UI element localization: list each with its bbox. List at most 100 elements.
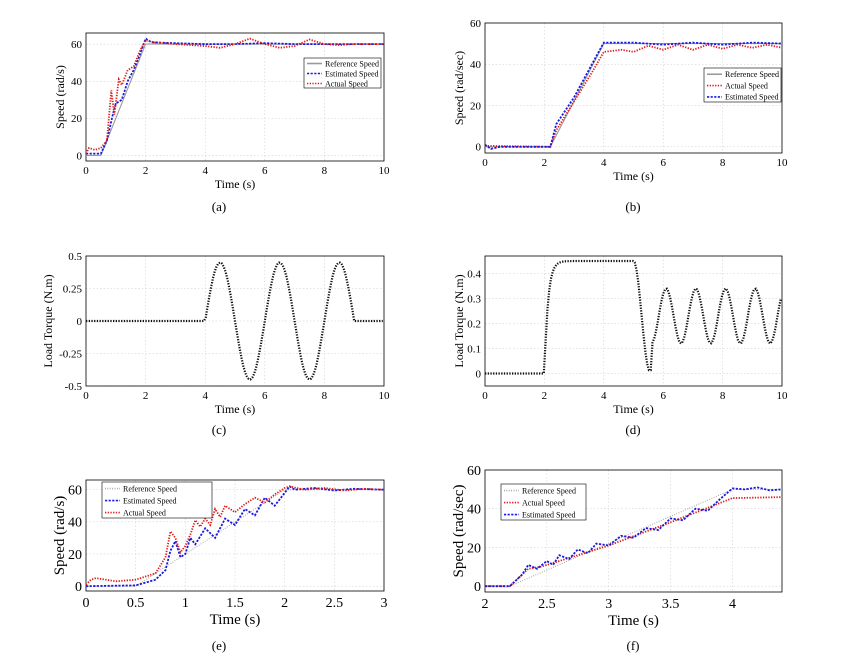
plot-frame [85,32,385,162]
legend: Reference Speed Actual Speed Estimated Spe… [500,483,587,521]
y-tick-label: 0.4 [467,268,481,280]
y-axis-label: Load Torque (N.m) [41,274,55,367]
y-tick-label: 20 [68,548,82,563]
x-tick-label: 0 [83,596,90,611]
legend-entry: Reference Speed [123,484,177,493]
x-tick-label: 4 [601,157,607,169]
x-tick-label: 8 [720,390,726,402]
y-tick-label: 0.1 [467,343,481,355]
y-tick-label: 20 [470,100,482,112]
x-tick-label: 4 [202,165,208,177]
x-tick-label: 2 [542,390,548,402]
legend-entry: Estimated Speed [522,510,576,519]
x-tick-label: 1 [182,596,189,611]
x-tick-label: 4 [729,597,736,612]
y-tick-label: -0.5 [65,381,83,393]
legend-entry: Reference Speed [725,70,779,79]
series-estimated-speed [86,485,384,588]
chart-e: 0 0.5 1 1.5 2 2.5 3 0 20 40 60 Time (s) Speed (rad/s… [52,479,388,653]
panel-caption: (b) [625,199,640,214]
x-tick-label: 1.5 [226,596,244,611]
x-tick-label: 10 [379,390,391,402]
x-tick-label: 6 [660,390,666,402]
y-axis-label: Speed (rad/sec) [451,485,467,578]
panel-caption: (a) [212,199,226,214]
y-axis-label: Speed (rad/sec) [452,51,466,125]
x-axis-label: Time (s) [215,177,256,191]
plot-frame [484,469,783,593]
y-tick-label: 60 [68,484,82,499]
x-tick-label: 10 [379,165,391,177]
x-tick-label: 0.5 [127,596,145,611]
series-estimated-speed [485,41,782,150]
legend-entry: Estimated Speed [325,69,379,78]
legend-entry: Actual Speed [123,508,166,517]
x-tick-label: 3 [381,596,388,611]
x-tick-label: 2 [143,165,149,177]
y-tick-label: 0 [474,580,481,595]
plot-frame [484,255,783,387]
x-tick-label: 0 [482,157,488,169]
y-tick-label: 0 [476,142,482,154]
y-tick-label: 40 [470,59,482,71]
series-actual-speed [485,43,782,148]
legend-entry: Actual Speed [522,498,565,507]
series-estimated-speed [86,37,384,155]
x-tick-label: 2 [143,390,149,402]
x-tick-label: 6 [660,157,666,169]
x-tick-label: 2.5 [538,597,556,612]
y-tick-label: 60 [470,18,482,30]
y-tick-label: 0.25 [63,283,83,295]
x-tick-label: 0 [482,390,488,402]
panel-caption: (c) [212,422,226,437]
legend-entry: Actual Speed [325,79,368,88]
y-tick-label: 60 [467,464,481,479]
x-tick-label: 6 [262,165,268,177]
x-axis-label: Time (s) [613,402,654,416]
legend-entry: Reference Speed [325,59,379,68]
x-axis-label: Time (s) [608,613,659,629]
x-tick-label: 0 [83,165,89,177]
legend-entry: Estimated Speed [123,496,177,505]
y-axis-label: Speed (rad/s) [53,65,67,129]
x-tick-label: 8 [322,390,328,402]
y-tick-label: 0 [77,316,83,328]
x-axis-label: Time (s) [215,402,256,416]
y-tick-label: 0 [77,150,83,162]
x-tick-label: 2 [281,596,288,611]
series-estimated-speed [485,486,782,588]
x-axis-label: Time (s) [613,169,654,183]
y-axis-label: Load Torque (N.m) [452,274,466,367]
x-tick-label: 3.5 [662,597,680,612]
x-tick-label: 3 [605,597,612,612]
y-tick-label: 40 [467,503,481,518]
series-load-torque [485,259,782,375]
x-tick-label: 10 [777,390,789,402]
x-tick-label: 4 [202,390,208,402]
x-axis-label: Time (s) [210,612,261,628]
chart-b: 0 2 4 6 8 10 0 20 40 60 Time (s) Speed (rad/sec) Ref… [452,18,788,214]
legend-entry: Actual Speed [725,81,768,90]
panel-caption: (d) [625,422,640,437]
y-tick-label: 40 [68,516,82,531]
x-tick-label: 6 [262,390,268,402]
y-tick-label: 20 [467,541,481,556]
y-tick-label: 20 [71,113,83,125]
y-tick-label: 0 [75,580,82,595]
y-tick-label: 0.5 [68,251,82,263]
series-load-torque [86,261,383,381]
legend: Reference Speed Estimated Speed Actual Spe… [101,481,213,519]
x-tick-label: 4 [601,390,607,402]
plot-frame [85,479,385,592]
chart-d: 0 2 4 6 8 10 0 0.1 0.2 0.3 0.4 Time (s) Load Torque … [452,255,789,437]
x-tick-label: 0 [83,390,89,402]
y-tick-label: 60 [71,39,83,51]
legend-entry: Reference Speed [522,486,576,495]
y-tick-label: 40 [71,76,83,88]
panel-caption: (f) [627,638,640,653]
y-axis-label: Speed (rad/s) [52,496,68,576]
y-tick-label: 0 [476,368,482,380]
